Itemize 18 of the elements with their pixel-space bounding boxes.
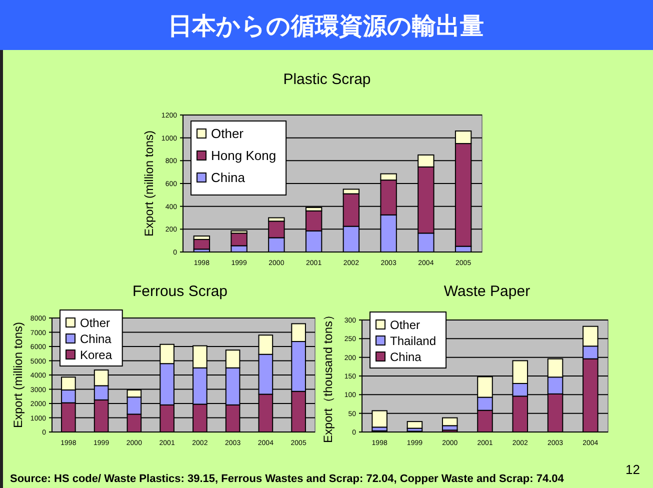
legend-label: Korea (80, 348, 112, 362)
legend-label: Other (211, 126, 244, 141)
y-axis-title: Export (million tons) (11, 322, 25, 428)
legend-label: China (390, 350, 422, 364)
legend-label: China (211, 170, 246, 185)
chart-title: Plastic Scrap (283, 71, 371, 88)
legend-label: China (80, 332, 112, 346)
legend-label: Other (80, 316, 110, 330)
text: 12 (626, 462, 640, 477)
legend-label: Hong Kong (211, 148, 276, 163)
legend-label: Other (390, 318, 420, 332)
y-axis-title: Export（thousand tons） (321, 308, 335, 444)
y-axis-title: Export (million tons) (142, 130, 156, 237)
chart-title: Ferrous Scrap (132, 283, 228, 300)
legend-label: Thailand (390, 334, 436, 348)
chart-title: Waste Paper (444, 283, 530, 300)
source-note: Source: HS code/ Waste Plastics: 39.15, Ferrous Wastes and Scrap: 72.04, Copper Waste and Scrap: 74.04 (10, 473, 565, 485)
text: 日本からの循環資源の輸出量 (168, 13, 484, 40)
